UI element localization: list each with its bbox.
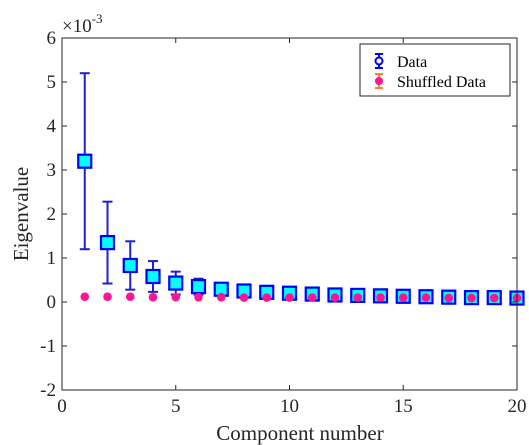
x-tick-label: 5 [171, 396, 181, 417]
legend-label-shuffled: Shuffled Data [397, 74, 486, 91]
shuffled-point [80, 292, 90, 302]
axis-ticks: 0 5 10 15 20 -2 -1 0 1 2 3 4 5 6 [40, 28, 526, 417]
data-point [190, 279, 207, 295]
legend-entry-shuffled: Shuffled Data [375, 73, 486, 91]
shuffled-point [239, 293, 249, 302]
shuffled-point [330, 293, 340, 302]
y-tick-label: 6 [47, 28, 57, 49]
legend-label-data: Data [397, 54, 427, 71]
shuffled-point [421, 293, 431, 302]
legend-shuffled-marker [375, 77, 383, 85]
shuffled-point [171, 292, 181, 302]
x-tick-label: 10 [280, 396, 299, 417]
plot-area [62, 38, 517, 390]
exponent-power: -3 [92, 11, 103, 26]
data-point [122, 257, 138, 274]
x-axis-label: Component number [216, 421, 383, 445]
shuffled-point [285, 293, 294, 302]
shuffled-point [216, 292, 226, 302]
shuffled-point [467, 293, 476, 303]
y-axis-label: Eigenvalue [9, 167, 33, 261]
exponent-base: ×10 [62, 16, 92, 37]
y-tick-label: 1 [47, 248, 57, 269]
plot-marks [77, 72, 525, 306]
shuffled-point [307, 293, 317, 302]
shuffled-point [148, 292, 158, 302]
shuffled-point [103, 292, 112, 302]
shuffled-point [489, 293, 499, 303]
y-tick-label: 5 [47, 72, 57, 93]
y-tick-label: -2 [40, 380, 56, 401]
legend: Data Shuffled Data [359, 43, 511, 97]
shuffled-point [398, 293, 408, 302]
series-shuffled-data [80, 292, 522, 303]
y-axis-exponent: ×10-3 [62, 11, 103, 37]
y-tick-label: 3 [47, 160, 57, 181]
legend-data-marker [374, 56, 384, 66]
x-tick-label: 0 [57, 396, 67, 417]
y-tick-label: 4 [47, 116, 57, 137]
y-tick-label: 2 [47, 204, 57, 225]
data-point [168, 275, 184, 291]
data-point [99, 235, 116, 251]
y-tick-label: -1 [40, 336, 56, 357]
data-point [145, 268, 161, 285]
shuffled-point [262, 293, 272, 302]
x-tick-label: 20 [508, 396, 527, 417]
x-tick-label: 15 [394, 396, 413, 417]
legend-entry-data: Data [374, 53, 427, 71]
data-point [77, 153, 93, 169]
shuffled-point [444, 293, 454, 303]
shuffled-point [125, 292, 135, 302]
legend-box [359, 43, 511, 97]
y-tick-label: 0 [47, 292, 57, 313]
shuffled-point [353, 293, 363, 302]
shuffled-point [376, 293, 385, 302]
shuffled-point [194, 292, 203, 302]
